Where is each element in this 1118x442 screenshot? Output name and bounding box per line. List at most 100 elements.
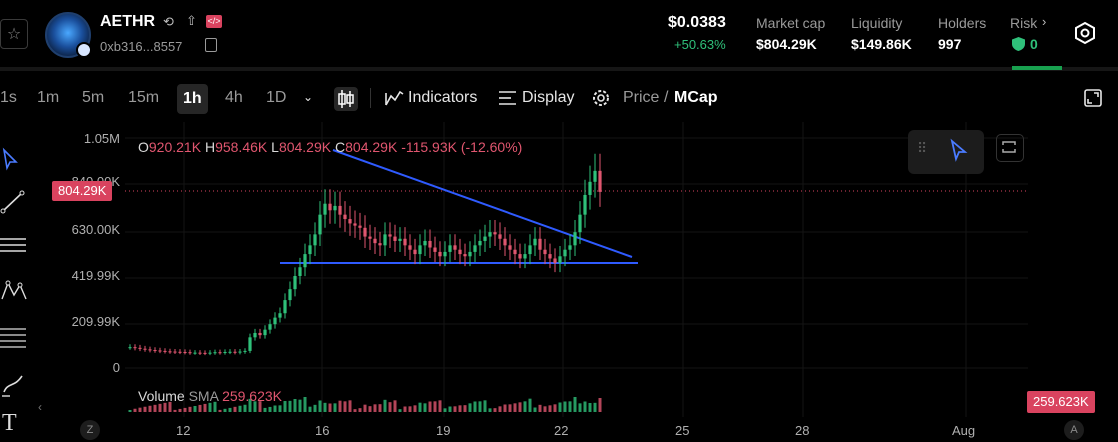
horizontal-lines-tool-icon[interactable] xyxy=(0,232,28,260)
chart-grid xyxy=(125,122,1028,417)
candle xyxy=(388,234,392,237)
candle xyxy=(283,300,287,314)
volume-bar xyxy=(223,408,227,412)
holders-value: 997 xyxy=(938,36,962,52)
candle xyxy=(353,223,357,226)
fib-tool-icon[interactable] xyxy=(0,323,28,351)
volume-bar xyxy=(408,406,412,412)
display-button[interactable]: Display xyxy=(522,89,575,106)
y-axis-label: 0 xyxy=(112,360,120,375)
candle xyxy=(263,329,267,336)
volume-bar xyxy=(393,400,397,412)
cursor-icon[interactable] xyxy=(0,146,28,174)
code-icon[interactable]: </> xyxy=(206,15,222,28)
fullscreen-icon[interactable] xyxy=(1084,89,1102,107)
price-chart[interactable] xyxy=(0,122,1118,442)
ohlc-legend: O920.21K H958.46K L804.29K C804.29K -115… xyxy=(138,139,522,155)
select-cursor-icon[interactable] xyxy=(948,138,970,162)
risk-label[interactable]: Risk xyxy=(1010,15,1038,31)
volume-bar xyxy=(253,401,257,412)
candle xyxy=(433,247,437,252)
volume-bar xyxy=(278,405,282,412)
y-axis-label: 209.99K xyxy=(71,314,120,329)
candle xyxy=(348,219,352,224)
volume-bar xyxy=(308,406,312,412)
volume-bar xyxy=(338,400,342,412)
text-tool-icon[interactable]: T xyxy=(2,410,17,436)
volume-bar xyxy=(343,401,347,412)
candle xyxy=(238,351,242,353)
candle xyxy=(593,170,597,182)
candle xyxy=(563,249,567,257)
indicators-icon[interactable] xyxy=(384,89,404,107)
pattern-tool-icon[interactable] xyxy=(0,277,28,305)
candle xyxy=(463,254,467,257)
settings-icon[interactable] xyxy=(1070,18,1100,48)
timeframe-1s[interactable]: 1s xyxy=(0,89,17,106)
volume-bar xyxy=(183,407,187,412)
mcap-toggle[interactable]: MCap xyxy=(674,89,718,106)
candle xyxy=(533,238,537,246)
auto-scale-button[interactable]: A xyxy=(1064,420,1084,440)
favorite-star-icon[interactable]: ☆ xyxy=(0,19,28,49)
candle xyxy=(183,352,187,354)
candle xyxy=(153,350,157,352)
volume-bar xyxy=(228,407,232,412)
brush-tool-icon[interactable] xyxy=(0,370,28,398)
volume-bar xyxy=(328,403,332,412)
volume-bar xyxy=(383,399,387,412)
sync-button[interactable] xyxy=(996,134,1024,162)
ohlc-change: -115.93K (-12.60%) xyxy=(401,139,523,155)
timeframe-1d[interactable]: 1D xyxy=(266,89,287,106)
market-cap-label: Market cap xyxy=(756,15,826,31)
candle xyxy=(423,240,427,246)
copy-icon[interactable] xyxy=(205,38,217,52)
candle xyxy=(443,251,447,257)
candle xyxy=(318,214,322,235)
collapse-sidebar-icon[interactable]: ‹ xyxy=(38,400,42,414)
timeframe-5m[interactable]: 5m xyxy=(82,89,105,106)
refresh-icon[interactable]: ⟲ xyxy=(163,14,174,29)
share-icon[interactable]: ⇧ xyxy=(186,13,197,28)
volume-bar xyxy=(283,401,287,412)
candle xyxy=(273,317,277,325)
volume-bar xyxy=(433,401,437,412)
candle xyxy=(303,254,307,268)
volume-bar xyxy=(573,397,577,412)
candle xyxy=(468,251,472,257)
display-icon[interactable] xyxy=(498,89,518,107)
candle xyxy=(288,289,292,301)
chevron-right-icon[interactable]: › xyxy=(1042,14,1047,29)
candle xyxy=(508,245,512,250)
timeframe-1m[interactable]: 1m xyxy=(37,89,60,106)
candle xyxy=(373,238,377,244)
price-toggle[interactable]: Price xyxy=(623,89,660,106)
candle xyxy=(458,249,462,255)
volume-bar xyxy=(443,408,447,412)
candle xyxy=(553,258,557,263)
indicators-button[interactable]: Indicators xyxy=(408,89,478,106)
token-avatar xyxy=(45,12,91,58)
volume-bar xyxy=(178,408,182,412)
drag-handle-icon[interactable]: ⠿ xyxy=(917,140,928,156)
risk-value: 0 xyxy=(1030,36,1038,52)
chart-settings-icon[interactable] xyxy=(590,87,612,109)
timeframe-15m[interactable]: 15m xyxy=(128,89,160,106)
volume-bar xyxy=(528,398,532,412)
candle xyxy=(188,352,192,354)
trend-line-tool-icon[interactable] xyxy=(0,188,28,216)
volume-bar xyxy=(318,400,322,412)
volume-bar xyxy=(288,400,292,412)
candle-type-icon[interactable] xyxy=(333,86,359,112)
volume-label: Volume xyxy=(138,388,185,404)
shield-icon xyxy=(1012,37,1025,51)
timeframe-4h[interactable]: 4h xyxy=(225,89,243,106)
volume-bar xyxy=(143,406,147,412)
timeframe-1h[interactable]: 1h xyxy=(177,84,208,114)
chevron-down-icon[interactable]: ⌄ xyxy=(303,90,314,104)
volume-bar xyxy=(428,401,432,412)
drawing-toolbar xyxy=(908,130,984,174)
zoom-button[interactable]: Z xyxy=(80,420,100,440)
candle xyxy=(528,245,532,255)
volume-value-tag: 259.623K xyxy=(1027,391,1095,413)
